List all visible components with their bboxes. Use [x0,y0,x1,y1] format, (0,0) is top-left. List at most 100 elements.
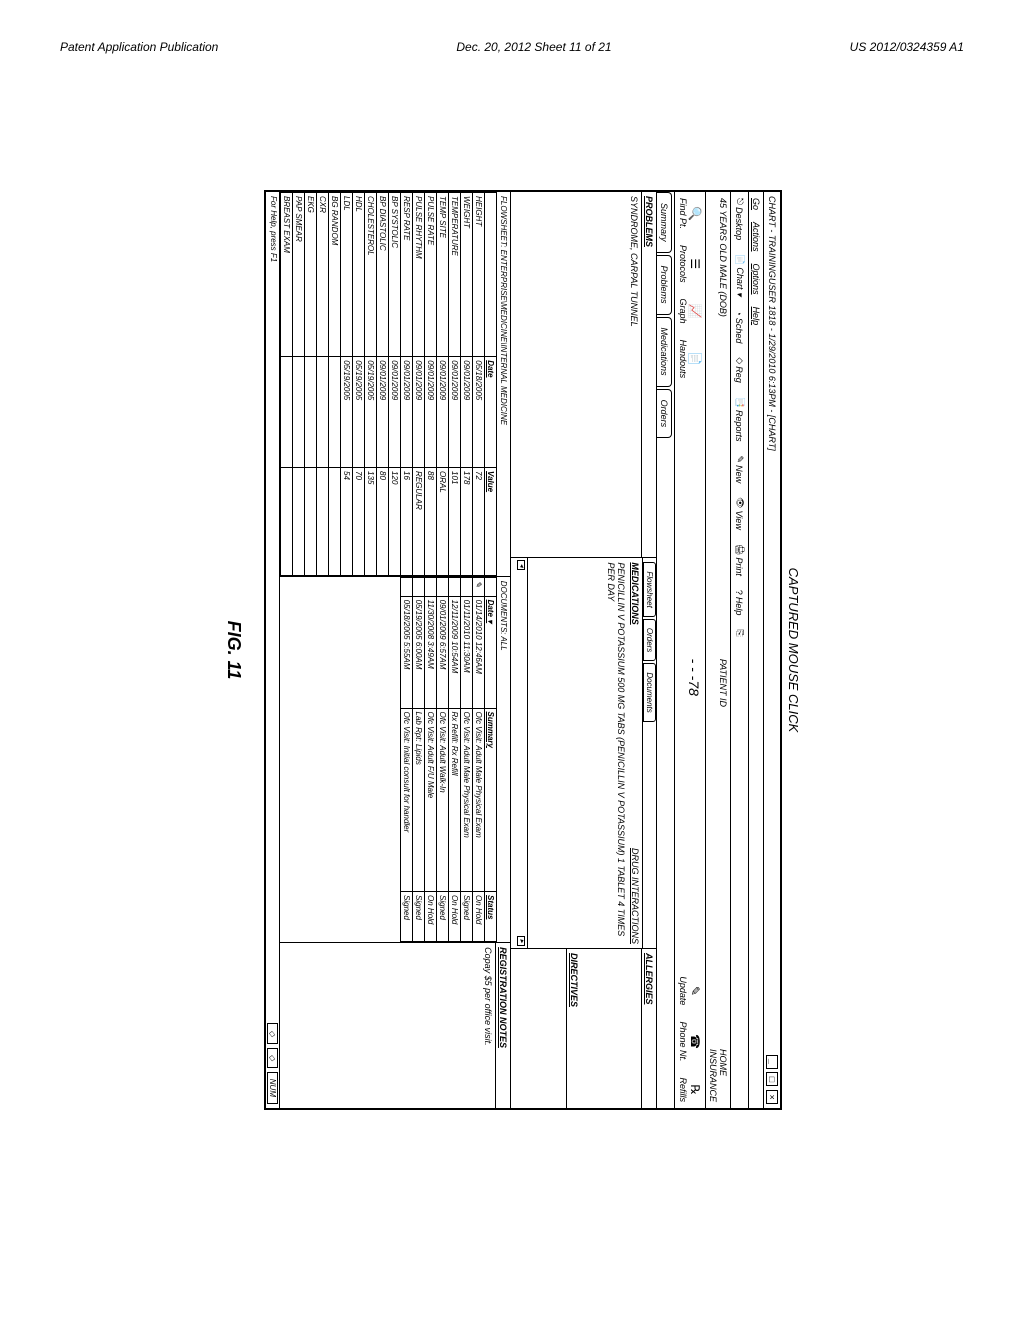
allergies-body [581,949,641,1108]
flowsheet-row[interactable]: TEMP SITE09/01/2009ORAL [437,193,449,576]
toolbar-icon: ⎋ [734,198,745,205]
toolbar-item-4[interactable]: 📑 Reports [734,397,745,442]
toolbar-item-1[interactable]: 📄 Chart ▾ [734,254,745,296]
flowsheet-row[interactable]: BP DIASTOLIC09/01/200980 [377,193,389,576]
window-title: CHART - TRAININGUSER 1818 - 1/29/2010 6:… [767,196,777,451]
toolbar-item-3[interactable]: ◇ Reg [734,357,745,382]
scrollbar-horizontal[interactable]: ◂ ▸ [516,558,528,948]
tab-orders[interactable]: Orders [657,389,672,439]
status-icon-2: ◇ [267,1048,278,1068]
tab-problems[interactable]: Problems [657,255,672,315]
registration-header: REGISTRATION NOTES [495,943,510,1108]
close-button[interactable]: × [766,1090,778,1104]
action-btn-protocols[interactable]: ☰Protocols [678,245,702,283]
statusbar: For Help, press F1 ◇ ◇ NUM [266,192,280,1108]
toolbar-item-0[interactable]: ⎋ Desktop [734,198,745,240]
page-header: Patent Application Publication Dec. 20, … [60,40,964,54]
flowsheet-row[interactable]: HDL05/19/200570 [353,193,365,576]
flowsheet-row[interactable]: EKG [305,193,317,576]
action-btn-update[interactable]: ✎Update [678,976,702,1005]
toolbar-icon: ✎ [734,456,745,464]
window-controls: _ □ × [766,1054,778,1104]
toolbar-item-5[interactable]: ✎ New [734,456,745,484]
flowsheet-row[interactable]: CHOLESTEROL05/19/2005135 [365,193,377,576]
flowsheet-col [485,193,497,357]
documents-title: DOCUMENTS: ALL [497,577,510,942]
main-toolbar: ⎋ Desktop 📄 Chart ▾ ◔ Sched ◇ Reg 📑 Reports ✎… [730,192,748,1108]
toolbar-icon: ◔ [735,310,745,315]
drug-interactions-link[interactable]: DRUG INTERACTIONS [628,844,642,948]
problems-header: PROBLEMS [641,192,656,557]
flowsheet-row[interactable]: TEMPERATURE09/01/2009101 [449,193,461,576]
menu-go[interactable]: Go [751,198,761,210]
documents-col: Status [485,892,497,942]
action-toolbar: 🔍Find Pt. ☰Protocols 📈Graph 📄Handouts - - -… [674,192,705,1108]
flowsheet-row[interactable]: HEIGHT05/18/200572 [473,193,485,576]
menu-help[interactable]: Help [751,307,761,326]
toolbar-icon: 📑 [734,397,745,408]
tab-medications[interactable]: Medications [657,317,672,387]
scroll-left-icon[interactable]: ◂ [518,560,526,570]
flowsheet-row[interactable]: RESP RATE09/01/200916 [401,193,413,576]
titlebar: CHART - TRAININGUSER 1818 - 1/29/2010 6:… [763,192,780,1108]
flowsheet-row[interactable]: BREAST EXAM [281,193,293,576]
action-btn-graph[interactable]: 📈Graph [678,299,702,324]
subtab-documents[interactable]: Documents [643,663,656,721]
toolbar-icon: 🖨 [734,544,745,555]
toolbar-icon: 📄 [734,254,745,265]
header-left: Patent Application Publication [60,40,218,54]
problems-body: SYNDROME, CARPAL TUNNEL [511,192,641,557]
flowsheet-row[interactable]: PAP SMEAR [293,193,305,576]
header-right: US 2012/0324359 A1 [850,40,964,54]
documents-row[interactable]: 05/19/2005 6:00AMLab Rpt: LipidsSigned [413,577,425,941]
flowsheet-row[interactable]: BG RANDOM [329,193,341,576]
allergies-header: ALLERGIES [641,949,656,1108]
menu-actions[interactable]: Actions [751,222,761,252]
menu-options[interactable]: Options [751,264,761,295]
flowsheet-row[interactable]: BP SYSTOLIC09/01/2009120 [389,193,401,576]
documents-row[interactable]: ✎01/14/2010 12:46AMOfc Visit: Adult Male… [473,577,485,941]
minimize-button[interactable]: _ [766,1055,778,1069]
toolbar-icon: 👁 [734,497,745,508]
toolbar-item-2[interactable]: ◔ Sched [735,310,745,343]
flowsheet-row[interactable]: CXR [317,193,329,576]
figure-caption: FIG. 11 [223,190,244,1110]
toolbar-item-8[interactable]: ? Help [735,590,745,616]
flowsheet-row[interactable]: PULSE RHYTHM09/01/2009REGULAR [413,193,425,576]
flowsheet-row[interactable]: WEIGHT09/01/2009178 [461,193,473,576]
toolbar-item-7[interactable]: 🖨 Print [734,544,745,576]
documents-col: Summary [485,708,497,892]
subtab-orders[interactable]: Orders [643,619,656,661]
toolbar-icon: ? [735,590,745,595]
toolbar-icon: ⎘ [734,629,745,636]
documents-row[interactable]: 12/11/2009 10:54AMRx Refill: Rx RefillOn… [449,577,461,941]
capture-caption: CAPTURED MOUSE CLICK [786,190,801,1110]
action-icon: ℞ [688,1077,702,1102]
flowsheet-row[interactable]: PULSE RATE09/01/200988 [425,193,437,576]
documents-row[interactable]: 09/01/2009 6:57AMOfc Visit: Adult Walk-I… [437,577,449,941]
patient-home: HOME INSURANCE [708,1049,728,1102]
toolbar-item-6[interactable]: 👁 View [734,497,745,530]
patient-bar: 45 YEARS OLD MALE (DOB) PATIENT ID HOME … [705,192,730,1108]
documents-row[interactable]: 11/30/2008 3:49AMOfc Visit: Adult F/U Ma… [425,577,437,941]
documents-col [485,577,497,596]
patient-id-label: PATIENT ID [708,659,728,707]
action-btn-handouts[interactable]: 📄Handouts [678,340,702,379]
menubar: Go Actions Options Help [748,192,763,1108]
maximize-button[interactable]: □ [766,1072,778,1086]
dashed-indicator: - - -78 [678,659,702,696]
subtab-flowsheet[interactable]: Flowsheet [643,562,656,616]
documents-row[interactable]: 01/11/2010 11:30AMOfc Visit: Adult Male … [461,577,473,941]
scroll-right-icon[interactable]: ▸ [518,936,526,946]
action-btn-refills[interactable]: ℞Refills [678,1077,702,1102]
action-btn-findpt[interactable]: 🔍Find Pt. [678,198,702,229]
medications-header: MEDICATIONS [628,558,642,628]
tab-summary[interactable]: Summary [657,192,672,253]
toolbar-item-9[interactable]: ⎘ [734,629,745,636]
documents-row[interactable]: 05/18/2005 5:55AMOfc Visit: Initial cons… [401,577,413,941]
registration-body: Copay $5 per office visit. [479,943,495,1108]
flowsheet-row[interactable]: LDL05/19/200554 [341,193,353,576]
action-btn-phonent[interactable]: ☎Phone Nt. [678,1021,702,1061]
patient-age: 45 YEARS OLD MALE (DOB) [708,198,728,317]
header-mid: Dec. 20, 2012 Sheet 11 of 21 [456,40,611,54]
